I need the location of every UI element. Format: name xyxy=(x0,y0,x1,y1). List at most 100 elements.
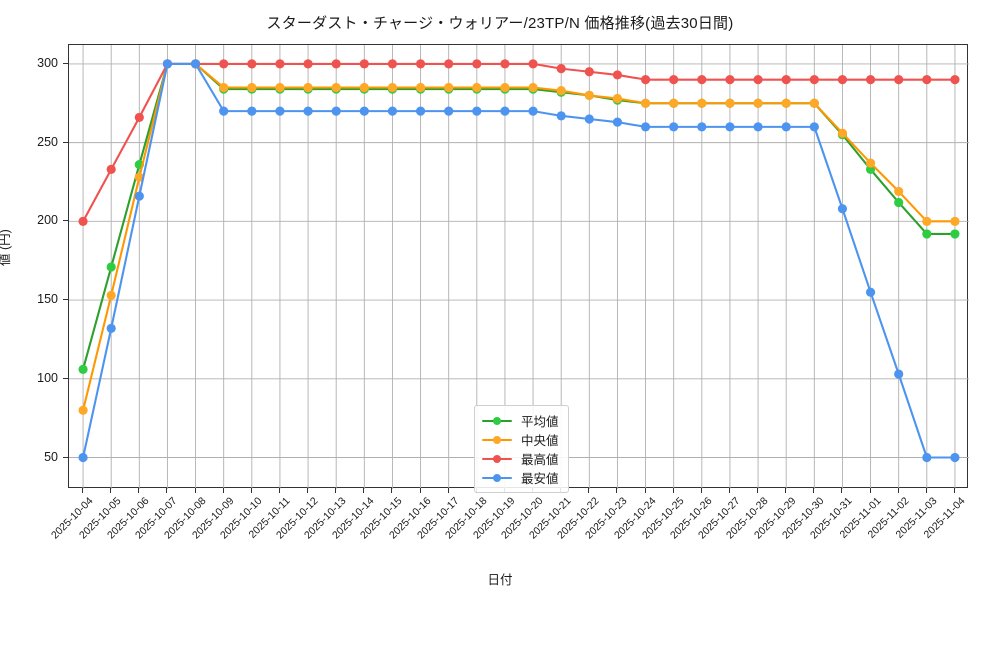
x-axis-tick xyxy=(869,488,871,493)
data-point xyxy=(78,216,88,226)
data-point xyxy=(331,59,341,69)
legend-item-4[interactable]: 最安値 xyxy=(482,468,559,487)
y-axis-tick-label: 200 xyxy=(37,213,58,228)
data-point xyxy=(528,106,538,116)
x-axis-tick xyxy=(194,488,196,493)
data-point xyxy=(865,75,876,85)
data-point xyxy=(922,75,932,85)
data-point xyxy=(640,98,651,108)
legend-swatch-icon xyxy=(482,472,512,484)
y-axis-tick xyxy=(63,141,68,143)
data-point xyxy=(950,452,960,463)
data-point xyxy=(781,122,791,132)
x-axis-tick xyxy=(166,488,168,493)
data-point xyxy=(584,114,594,124)
legend-label: 最高値 xyxy=(521,453,559,467)
y-axis-tick-label: 250 xyxy=(37,134,58,149)
data-point xyxy=(725,122,735,132)
data-point xyxy=(837,75,848,85)
data-point xyxy=(612,93,623,104)
data-point xyxy=(78,452,88,463)
data-point xyxy=(275,82,285,93)
legend-swatch-icon xyxy=(482,453,512,465)
x-axis-tick xyxy=(110,488,112,493)
chart-legend: 平均値中央値最高値最安値 xyxy=(474,405,569,493)
legend-label: 中央値 xyxy=(521,434,559,448)
data-point xyxy=(190,59,201,69)
y-axis-tick-label: 150 xyxy=(37,292,58,307)
data-point xyxy=(387,59,398,69)
x-axis-tick xyxy=(728,488,730,493)
x-axis-tick xyxy=(700,488,702,493)
data-point xyxy=(472,59,482,69)
data-point xyxy=(528,82,538,93)
data-point xyxy=(500,59,510,69)
data-point xyxy=(219,59,229,69)
data-point xyxy=(837,128,848,138)
data-point xyxy=(472,82,482,93)
data-point xyxy=(753,98,763,108)
data-point xyxy=(415,106,426,116)
data-point xyxy=(415,59,426,69)
data-point xyxy=(219,82,229,93)
data-point xyxy=(669,122,679,132)
chart-figure: スターダスト・チャージ・ウォリアー/23TP/N 価格推移(過去30日間) 値 … xyxy=(0,15,969,587)
x-axis-tick xyxy=(250,488,252,493)
data-point xyxy=(387,82,398,93)
data-point xyxy=(219,106,229,116)
data-point xyxy=(697,122,707,132)
legend-item-1[interactable]: 平均値 xyxy=(482,411,559,430)
data-point xyxy=(500,106,510,116)
data-point xyxy=(556,64,566,74)
data-point xyxy=(528,59,538,69)
chart-title: スターダスト・チャージ・ウォリアー/23TP/N 価格推移(過去30日間) xyxy=(266,15,734,32)
data-point xyxy=(500,82,510,93)
data-point xyxy=(669,98,679,108)
data-point xyxy=(781,98,791,108)
legend-item-3[interactable]: 最高値 xyxy=(482,449,559,468)
data-point xyxy=(725,98,735,108)
data-point xyxy=(444,59,454,69)
x-axis-tick xyxy=(813,488,815,493)
data-point xyxy=(303,106,313,116)
data-point xyxy=(584,90,594,100)
x-axis-tick xyxy=(335,488,337,493)
x-axis-tick xyxy=(307,488,309,493)
data-point xyxy=(106,262,116,272)
data-point xyxy=(781,75,791,85)
data-point xyxy=(331,82,341,93)
data-point xyxy=(303,82,313,93)
x-axis-tick xyxy=(278,488,280,493)
legend-swatch-icon xyxy=(482,415,512,427)
x-axis-tick xyxy=(391,488,393,493)
y-axis-tick-label: 100 xyxy=(37,370,58,385)
data-point xyxy=(106,290,116,300)
data-point xyxy=(359,59,369,69)
data-point xyxy=(894,197,904,208)
series-4 xyxy=(78,59,960,463)
data-point xyxy=(950,75,960,85)
legend-item-2[interactable]: 中央値 xyxy=(482,430,559,449)
data-point xyxy=(697,75,707,85)
x-axis-tick xyxy=(841,488,843,493)
data-point xyxy=(275,59,285,69)
x-axis-tick xyxy=(785,488,787,493)
data-point xyxy=(894,186,904,197)
data-point xyxy=(556,111,566,121)
x-axis-tick xyxy=(82,488,84,493)
data-point xyxy=(865,158,876,168)
x-axis-tick xyxy=(616,488,618,493)
data-series-layer xyxy=(78,59,960,463)
data-point xyxy=(134,191,144,201)
legend-label: 最安値 xyxy=(521,472,559,486)
data-point xyxy=(415,82,426,93)
y-axis-label: 値 (円) xyxy=(0,229,12,266)
series-2 xyxy=(78,59,960,415)
data-point xyxy=(640,75,651,85)
data-point xyxy=(809,122,819,132)
y-axis-tick xyxy=(63,62,68,64)
data-point xyxy=(556,86,566,96)
data-point xyxy=(753,122,763,132)
data-point xyxy=(303,59,313,69)
x-axis-tick xyxy=(447,488,449,493)
